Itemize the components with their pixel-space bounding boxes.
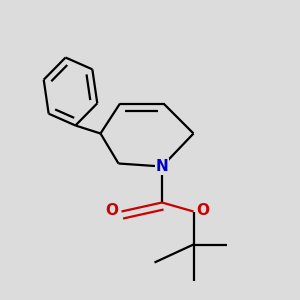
- Text: O: O: [196, 203, 210, 218]
- Text: O: O: [105, 203, 119, 218]
- Text: N: N: [156, 159, 168, 174]
